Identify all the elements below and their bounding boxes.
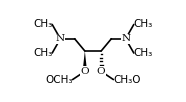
Text: CH₃O: CH₃O bbox=[113, 75, 141, 85]
Text: N: N bbox=[56, 34, 65, 43]
Text: CH₃: CH₃ bbox=[33, 48, 52, 58]
Text: O: O bbox=[97, 67, 105, 76]
Text: N: N bbox=[121, 34, 130, 43]
Text: CH₃: CH₃ bbox=[33, 19, 52, 29]
Text: OCH₃: OCH₃ bbox=[45, 75, 73, 85]
Text: CH₃: CH₃ bbox=[134, 48, 153, 58]
Text: CH₃: CH₃ bbox=[134, 19, 153, 29]
Text: O: O bbox=[81, 67, 89, 76]
Polygon shape bbox=[83, 51, 87, 71]
